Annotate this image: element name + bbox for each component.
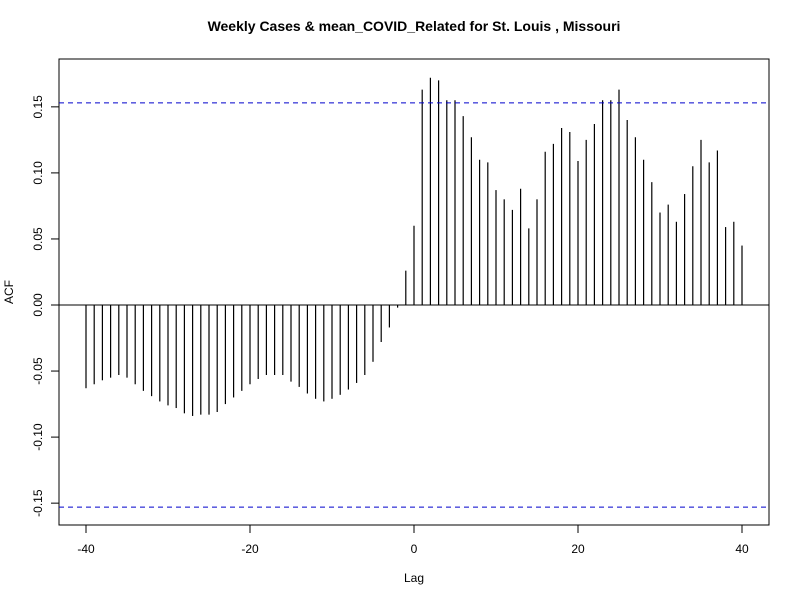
y-tick-label: 0.00 (31, 293, 45, 317)
acf-bars (59, 77, 769, 416)
x-tick-label: 0 (411, 542, 418, 556)
confidence-bounds (59, 102, 769, 508)
x-tick-label: 40 (735, 542, 749, 556)
x-axis: -40 -20 0 20 40 (77, 524, 749, 556)
y-tick-label: 0.05 (31, 227, 45, 251)
y-tick-label: -0.15 (31, 489, 45, 517)
y-axis: -0.15 -0.10 -0.05 0.00 0.05 0.10 0.15 (31, 95, 60, 517)
x-tick-label: -20 (241, 542, 259, 556)
x-axis-label: Lag (404, 571, 424, 585)
y-tick-label: -0.10 (31, 423, 45, 451)
chart-title: Weekly Cases & mean_COVID_Related for St… (208, 18, 621, 34)
x-tick-label: -40 (77, 542, 95, 556)
y-axis-label: ACF (2, 280, 16, 304)
x-tick-label: 20 (571, 542, 585, 556)
y-tick-label: -0.05 (31, 357, 45, 385)
y-tick-label: 0.15 (31, 95, 45, 119)
y-tick-label: 0.10 (31, 161, 45, 185)
